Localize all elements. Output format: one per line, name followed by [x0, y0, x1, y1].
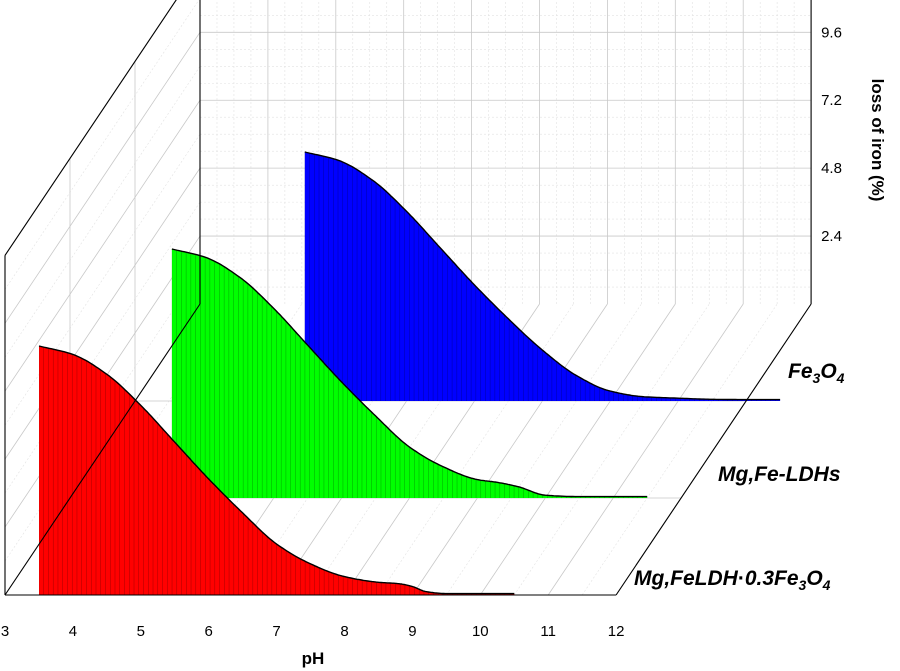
frame-edge: [4, 303, 201, 596]
series-line: [171, 248, 648, 498]
frame-edge: [615, 303, 812, 596]
series-area: [39, 346, 515, 595]
y-tick-label: 2.4: [821, 228, 842, 245]
x-tick-label: 9: [408, 623, 416, 640]
x-tick-label: 4: [69, 623, 77, 640]
left-grid-level: [4, 0, 177, 256]
x-tick-label: 10: [472, 623, 489, 640]
y-tick-labels: 2.44.87.29.612.0: [821, 24, 842, 245]
x-tick-label: 11: [540, 623, 556, 640]
x-tick-labels: 3 4 5 6 7 8 9 10 11 12: [1, 623, 625, 640]
axes-frame: [4, 0, 812, 596]
series-label-mgfe-ldhs: Mg,Fe-LDHs: [718, 463, 841, 486]
x-tick-label: 3: [1, 623, 9, 640]
back-wall-grid: [199, 0, 812, 304]
y-tick-label: 4.8: [821, 160, 842, 177]
x-tick-label: 6: [205, 623, 213, 640]
y-tick-label: 9.6: [821, 24, 842, 41]
series-2: [304, 151, 781, 401]
x-tick-label: 5: [137, 623, 145, 640]
series-label-mgfeldh-fe3o4: Mg,FeLDH·0.3Fe3O4: [634, 567, 831, 593]
frame-edge: [4, 0, 177, 256]
left-grid-level: [4, 100, 201, 392]
series-area: [171, 249, 648, 498]
floor-grid-depth-line: [479, 303, 676, 596]
x-tick-label: 8: [340, 623, 348, 640]
x-axis-title: pH: [302, 649, 325, 668]
y-tick-label: 7.2: [821, 92, 842, 109]
floor-grid-depth-line: [547, 303, 744, 596]
series-label-fe3o4: Fe3O4: [788, 360, 845, 386]
left-grid-level: [4, 167, 201, 460]
y-axis-title: loss of iron (%): [868, 79, 887, 202]
series-layer: [38, 151, 781, 595]
x-tick-label: 7: [272, 623, 280, 640]
series-area: [304, 152, 781, 401]
series-line: [304, 151, 781, 401]
left-grid-level: [4, 32, 201, 324]
x-tick-label: 12: [608, 623, 625, 640]
series-line: [38, 345, 515, 595]
floor-grid-depth-line: [412, 303, 608, 596]
